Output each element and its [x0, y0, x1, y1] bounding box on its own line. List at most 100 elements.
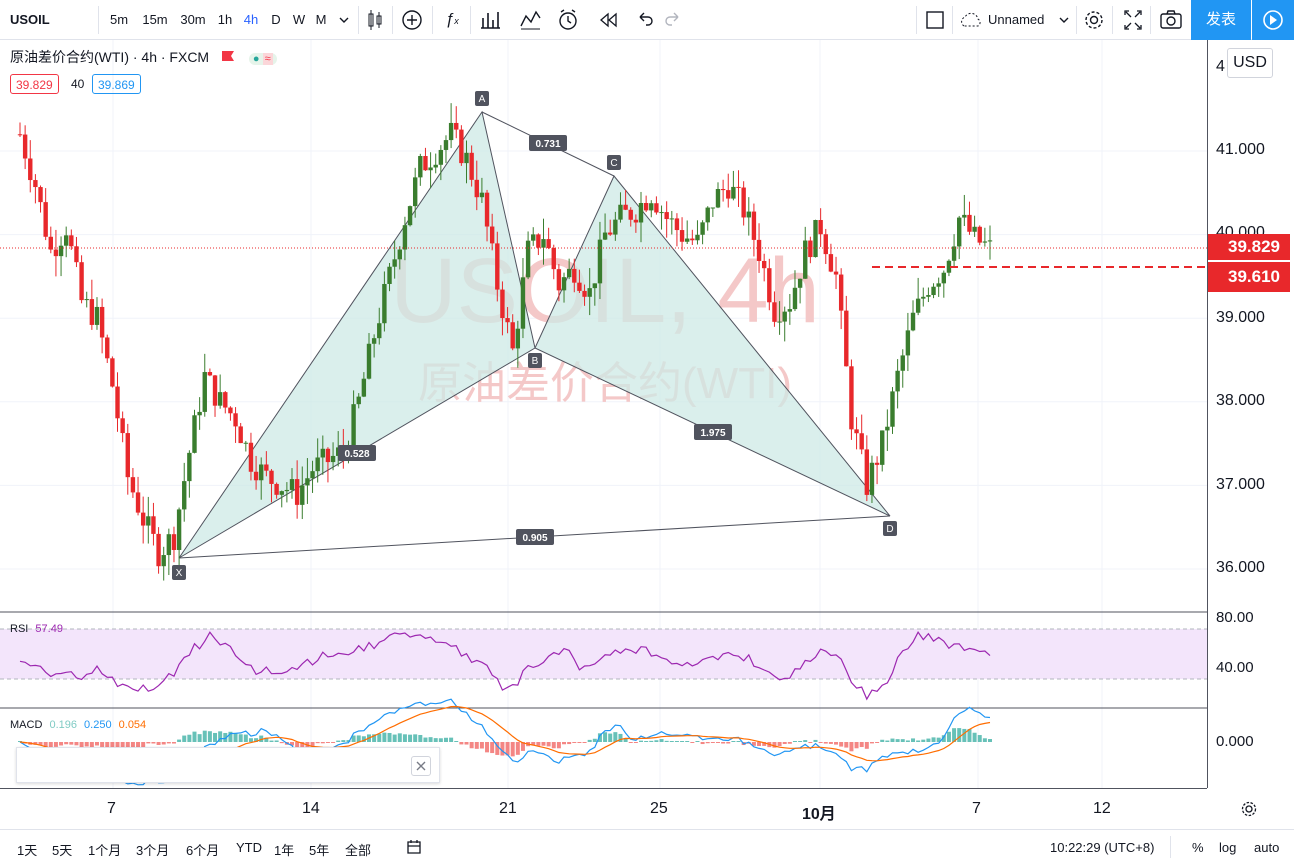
range-1m[interactable]: 1个月: [88, 843, 122, 858]
candle: [28, 140, 33, 193]
macd-bar: [931, 737, 936, 742]
market-status-icon[interactable]: ● ≈: [248, 53, 277, 65]
spread-value: 40: [71, 77, 85, 91]
macd-bar: [957, 728, 962, 742]
time-axis[interactable]: [0, 788, 1207, 828]
interval-4h[interactable]: 4h: [243, 12, 259, 27]
chevron-down-icon[interactable]: [336, 0, 352, 40]
candle: [967, 201, 972, 235]
gear-icon[interactable]: [1240, 800, 1258, 823]
layout-name[interactable]: Unnamed: [988, 12, 1045, 27]
play-icon[interactable]: [1252, 0, 1294, 40]
alert-clock-icon[interactable]: [556, 0, 580, 40]
camera-icon[interactable]: [1158, 0, 1184, 40]
add-indicator-icon[interactable]: [400, 0, 424, 40]
date-range-icon[interactable]: [405, 838, 423, 861]
candle: [828, 243, 834, 273]
macd-bar: [674, 741, 679, 742]
symbol-search[interactable]: USOIL: [10, 12, 50, 27]
macd-bar: [551, 742, 556, 749]
range-5y[interactable]: 5年: [309, 843, 330, 858]
candle: [17, 122, 23, 137]
replay-icon[interactable]: [596, 0, 620, 40]
range-6m[interactable]: 6个月: [186, 843, 220, 858]
candle: [731, 170, 736, 201]
macd-bar: [325, 742, 330, 743]
ask-price[interactable]: 39.869: [92, 74, 141, 94]
clock[interactable]: 10:22:29 (UTC+8): [1050, 840, 1155, 855]
interval-5m[interactable]: 5m: [109, 12, 129, 27]
compare-icon[interactable]: [518, 0, 542, 40]
macd-bar: [290, 742, 295, 746]
interval-w[interactable]: W: [292, 12, 306, 27]
interval-d[interactable]: D: [271, 12, 281, 27]
interval-30m[interactable]: 30m: [180, 12, 206, 27]
macd-bar: [875, 742, 880, 743]
range-ytd[interactable]: YTD: [236, 840, 262, 855]
range-1d[interactable]: 1天: [17, 843, 38, 858]
macd-bar: [402, 734, 407, 742]
redo-icon[interactable]: [662, 0, 684, 40]
candle: [803, 226, 808, 279]
candle: [874, 456, 880, 485]
macd-bar: [418, 734, 423, 742]
candle: [761, 253, 767, 282]
candle: [869, 455, 875, 504]
range-all[interactable]: 全部: [345, 843, 372, 858]
price-scale[interactable]: [1207, 40, 1294, 788]
macd-bar: [808, 742, 813, 743]
candles-icon[interactable]: [364, 0, 386, 40]
publish-button[interactable]: 发表: [1191, 0, 1251, 40]
gear-icon[interactable]: [1082, 0, 1106, 40]
currency-button[interactable]: USD: [1227, 48, 1273, 78]
macd-bar: [982, 738, 987, 742]
close-icon[interactable]: [411, 756, 431, 776]
macd-bar: [777, 742, 782, 747]
candle: [484, 189, 490, 242]
macd-bar: [156, 742, 161, 745]
bid-price[interactable]: 39.829: [10, 74, 59, 94]
candle: [407, 205, 413, 227]
range-5d[interactable]: 5天: [52, 843, 73, 858]
bar-chart-icon[interactable]: [478, 0, 502, 40]
macd-bar: [792, 741, 797, 742]
candle: [592, 283, 598, 306]
candle: [330, 442, 336, 471]
macd-bar: [346, 740, 351, 742]
macd-bar: [125, 742, 130, 750]
range-1y[interactable]: 1年: [274, 843, 295, 858]
candle: [202, 353, 207, 417]
rsi-legend: RSI 57.49: [10, 623, 63, 635]
range-3m[interactable]: 3个月: [136, 843, 170, 858]
percent-toggle[interactable]: %: [1192, 840, 1204, 855]
select-layout-icon[interactable]: [924, 0, 946, 40]
candle: [305, 458, 310, 504]
interval-15m[interactable]: 15m: [142, 12, 168, 27]
interval-m[interactable]: M: [315, 12, 327, 27]
macd-bar: [715, 742, 720, 743]
drawings-panel[interactable]: [16, 747, 440, 783]
candle: [659, 205, 664, 230]
candle: [151, 502, 156, 546]
macd-bar: [84, 742, 89, 747]
interval-1h[interactable]: 1h: [217, 12, 233, 27]
macd-bar: [48, 742, 53, 748]
chevron-down-icon[interactable]: [1056, 0, 1072, 40]
log-toggle[interactable]: log: [1219, 840, 1237, 855]
order-price-label[interactable]: 39.610: [1208, 262, 1290, 292]
macd-bar: [946, 731, 951, 742]
bottom-toolbar: [0, 829, 1294, 867]
macd-bar: [264, 737, 269, 742]
macd-bar: [469, 742, 474, 749]
cloud-icon[interactable]: [958, 0, 984, 40]
fullscreen-icon[interactable]: [1122, 0, 1144, 40]
auto-toggle[interactable]: auto: [1254, 840, 1280, 855]
x-tick-label: 14: [302, 800, 320, 817]
candle: [105, 334, 110, 363]
macd-bar: [248, 738, 253, 742]
undo-icon[interactable]: [634, 0, 656, 40]
candle: [602, 213, 608, 241]
macd-bar: [828, 742, 833, 744]
chart-canvas[interactable]: USOIL, 4h 原油差价合约(WTI) X A B C D 0.528 0.…: [0, 40, 1207, 788]
fx-indicators-icon[interactable]: ƒx: [445, 11, 459, 28]
